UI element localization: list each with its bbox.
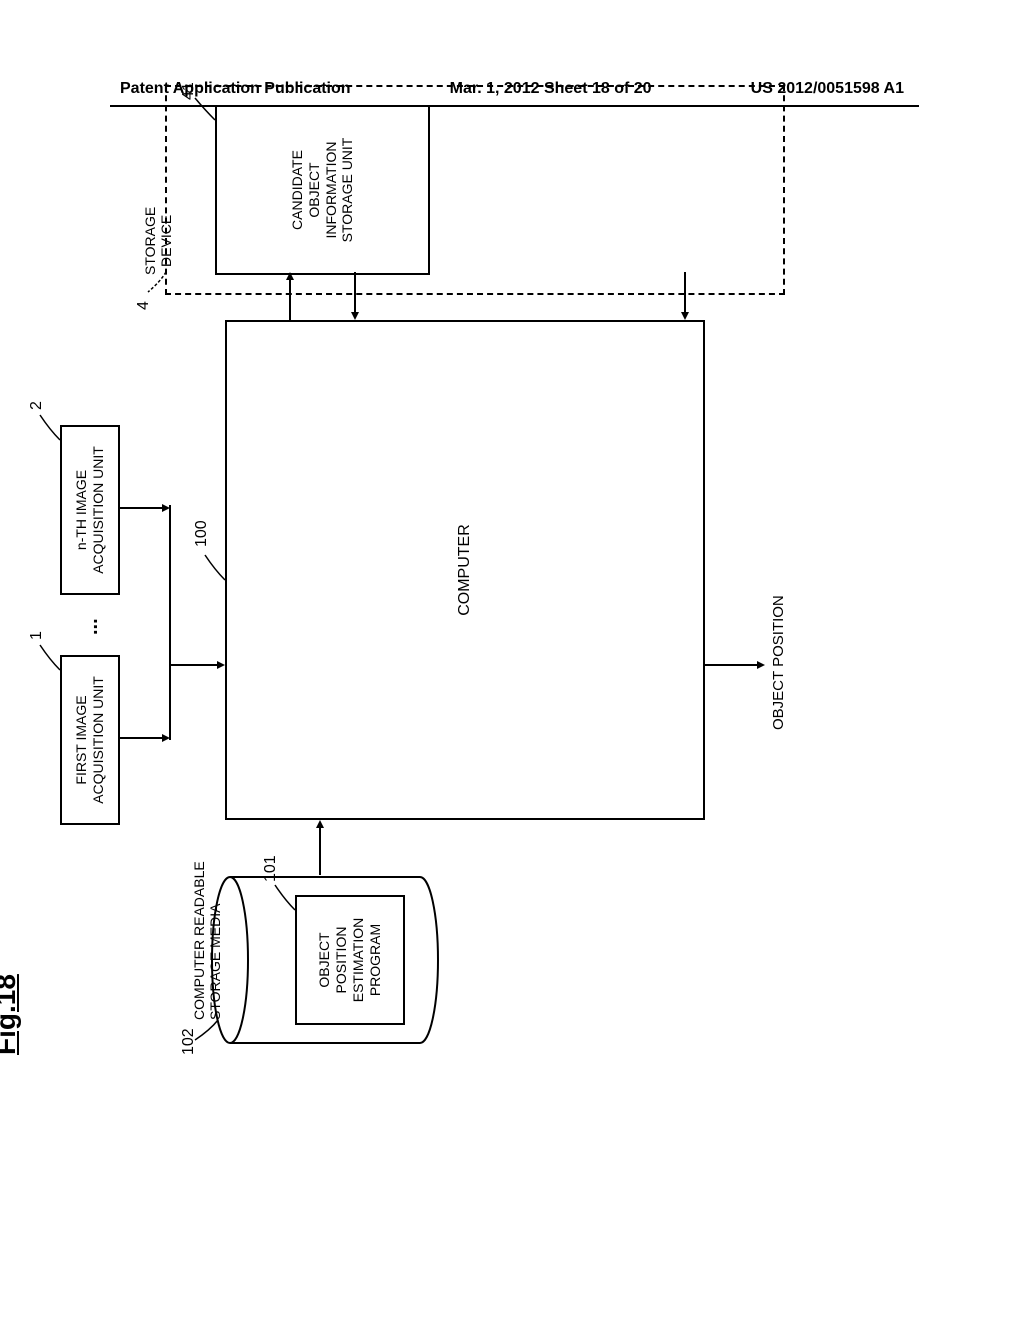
output-label: OBJECT POSITION	[770, 595, 787, 730]
arrow-media-to-computer	[315, 820, 325, 875]
ref-leader-101	[275, 880, 300, 910]
diagram: Fig.18 FIRST IMAGE ACQUISITION UNIT 1 ..…	[20, 295, 1020, 1065]
ref-leader-1	[40, 640, 65, 670]
arrow-storage-to-computer-bottom	[680, 272, 690, 320]
arrow-bus-to-computer	[170, 660, 225, 670]
ref-leader-2	[40, 410, 65, 440]
candidate-unit-text: CANDIDATE OBJECT INFORMATION STORAGE UNI…	[289, 138, 356, 243]
figure-label: Fig.18	[0, 974, 22, 1055]
ref-2: 2	[28, 401, 46, 410]
storage-media-label: COMPUTER READABLE STORAGE MEDIA	[175, 861, 223, 1020]
first-image-box: FIRST IMAGE ACQUISITION UNIT	[60, 655, 120, 825]
storage-device-label: STORAGE DEVICE	[142, 207, 174, 275]
first-image-text: FIRST IMAGE ACQUISITION UNIT	[73, 676, 107, 804]
line-unit-to-bottom	[430, 191, 688, 195]
arrow-output	[705, 660, 765, 670]
arrow-unit-to-computer	[350, 272, 360, 320]
arrow-computer-to-unit	[285, 272, 295, 320]
ellipsis: ...	[80, 618, 103, 635]
ref-101: 101	[262, 855, 280, 882]
ref-4: 4	[135, 301, 153, 310]
ref-leader-41	[195, 95, 220, 120]
ref-100: 100	[193, 520, 211, 547]
computer-box: COMPUTER	[225, 320, 705, 820]
program-box: OBJECT POSITION ESTIMATION PROGRAM	[295, 895, 405, 1025]
ref-102: 102	[180, 1028, 198, 1055]
arrow-nth-to-bus	[120, 503, 170, 513]
arrow-first-to-bus	[120, 733, 170, 743]
ref-leader-100	[205, 550, 230, 580]
ref-1: 1	[28, 631, 46, 640]
nth-image-box: n-TH IMAGE ACQUISITION UNIT	[60, 425, 120, 595]
candidate-unit-box: CANDIDATE OBJECT INFORMATION STORAGE UNI…	[215, 105, 430, 275]
ref-41: 41	[180, 82, 198, 100]
computer-text: COMPUTER	[455, 524, 474, 616]
program-text: OBJECT POSITION ESTIMATION PROGRAM	[316, 918, 383, 1003]
bus-line	[165, 505, 175, 740]
nth-image-text: n-TH IMAGE ACQUISITION UNIT	[73, 446, 107, 574]
